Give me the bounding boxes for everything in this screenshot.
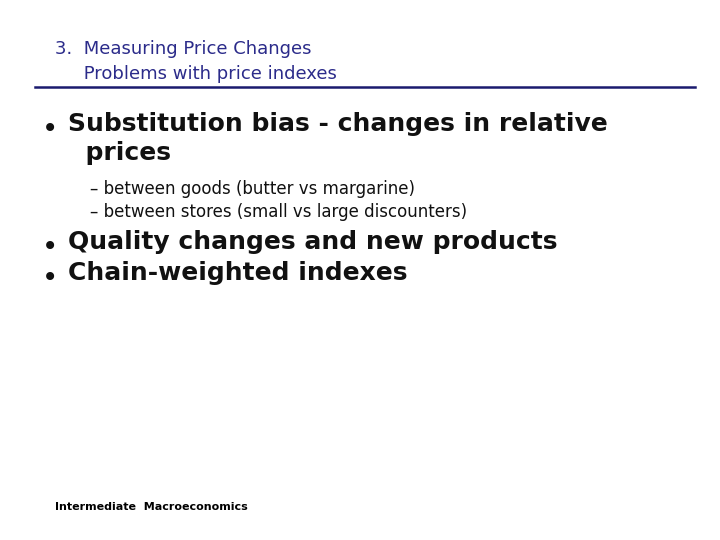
Text: Problems with price indexes: Problems with price indexes [55,65,337,83]
Text: •: • [42,233,58,261]
Text: Intermediate  Macroeconomics: Intermediate Macroeconomics [55,502,248,512]
Text: Chain-weighted indexes: Chain-weighted indexes [68,261,408,285]
Text: 3.  Measuring Price Changes: 3. Measuring Price Changes [55,40,312,58]
Text: Substitution bias - changes in relative
  prices: Substitution bias - changes in relative … [68,112,608,165]
Text: – between goods (butter vs margarine): – between goods (butter vs margarine) [90,180,415,198]
Text: – between stores (small vs large discounters): – between stores (small vs large discoun… [90,203,467,221]
Text: •: • [42,264,58,292]
Text: •: • [42,115,58,143]
Text: Quality changes and new products: Quality changes and new products [68,230,557,254]
